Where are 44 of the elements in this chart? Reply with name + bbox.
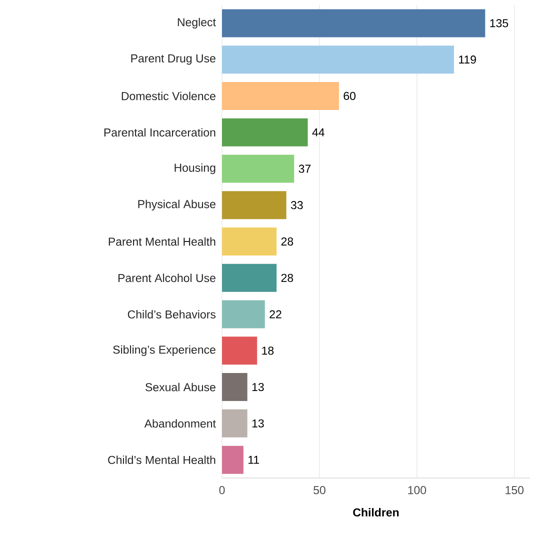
bar <box>222 300 265 328</box>
y-tick-label: Parent Alcohol Use <box>118 274 216 282</box>
data-label: 135 <box>490 19 508 28</box>
data-label: 119 <box>459 56 476 64</box>
y-tick-label: Abandonment <box>144 419 216 428</box>
bar <box>222 264 277 292</box>
y-tick-label: Child’s Mental Health <box>108 456 216 464</box>
data-label: 37 <box>298 164 311 173</box>
x-tick-label: 100 <box>408 486 426 494</box>
y-tick-label: Physical Abuse <box>138 200 216 210</box>
data-label: 13 <box>252 419 264 428</box>
data-label: 33 <box>290 201 303 210</box>
y-tick-label: Sibling’s Experience <box>113 345 216 356</box>
bar <box>222 9 486 38</box>
bar <box>222 46 454 74</box>
data-label: 11 <box>248 456 260 464</box>
bar <box>222 409 248 438</box>
y-tick-label: Domestic Violence <box>122 92 216 100</box>
x-tick-label: 0 <box>219 486 225 494</box>
data-label: 18 <box>262 346 274 355</box>
data-label: 13 <box>252 382 264 392</box>
y-tick-label: Parent Drug Use <box>131 54 216 65</box>
bar <box>222 228 277 256</box>
y-tick-label: Child’s Behaviors <box>128 310 216 318</box>
bar <box>222 191 286 220</box>
y-tick-label: Parent Mental Health <box>108 237 216 246</box>
bar <box>222 336 258 365</box>
bar <box>222 154 294 183</box>
y-tick-label: Sexual Abuse <box>146 382 216 392</box>
data-label: 28 <box>281 237 294 246</box>
bar <box>222 118 308 146</box>
x-tick-label: 50 <box>314 486 326 494</box>
data-label: 22 <box>270 310 282 318</box>
bar <box>222 373 248 402</box>
y-tick-label: Parental Incarceration <box>104 128 216 137</box>
data-label: 28 <box>281 274 294 282</box>
data-label: 60 <box>344 92 356 100</box>
data-label: 44 <box>312 128 324 136</box>
bar <box>222 82 339 110</box>
bar <box>222 446 244 474</box>
y-tick-label: Housing <box>174 163 216 174</box>
x-tick-label: 150 <box>506 486 524 494</box>
y-tick-label: Neglect <box>178 18 216 29</box>
x-axis-title: Children <box>353 508 399 516</box>
